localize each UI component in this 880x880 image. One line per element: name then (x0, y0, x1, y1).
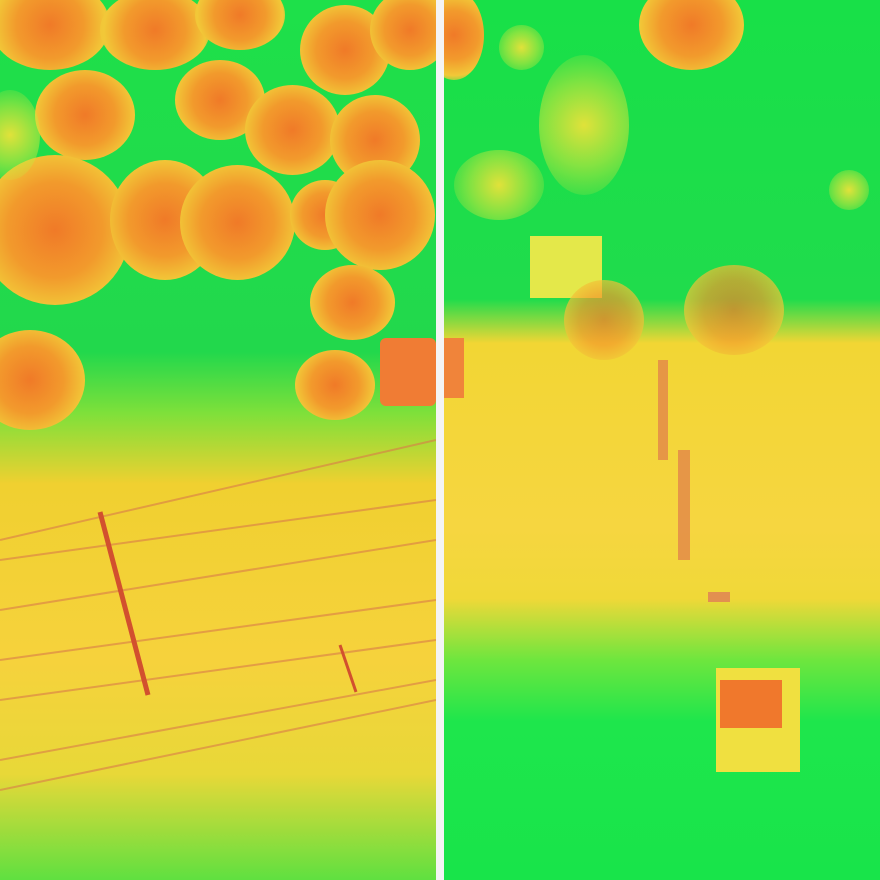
flower-blob (0, 155, 130, 305)
orange-blob (684, 265, 784, 355)
flower-blob (35, 70, 135, 160)
flower-blob (310, 265, 395, 340)
flower-blob (444, 0, 484, 80)
flower-blob (245, 85, 340, 175)
flower-blob (100, 0, 210, 70)
small-mark (708, 592, 730, 602)
orange-block (720, 680, 782, 728)
flower-blob (325, 160, 435, 270)
trail-line (678, 450, 690, 560)
orange-edge-patch (444, 338, 464, 398)
flower-blob (180, 165, 295, 280)
plant-blob (829, 170, 869, 210)
orange-blob (564, 280, 644, 360)
plant-blob (539, 55, 629, 195)
flower-blob (295, 350, 375, 420)
panel-divider (436, 0, 444, 880)
flower-blob (370, 0, 436, 70)
orange-patch (380, 338, 436, 406)
flower-blob (639, 0, 744, 70)
right-image-panel (444, 0, 880, 880)
trail-line (658, 360, 668, 460)
plant-blob (454, 150, 544, 220)
left-image-panel (0, 0, 436, 880)
flower-blob (0, 330, 85, 430)
field-lines (0, 439, 436, 791)
plant-blob (499, 25, 544, 70)
